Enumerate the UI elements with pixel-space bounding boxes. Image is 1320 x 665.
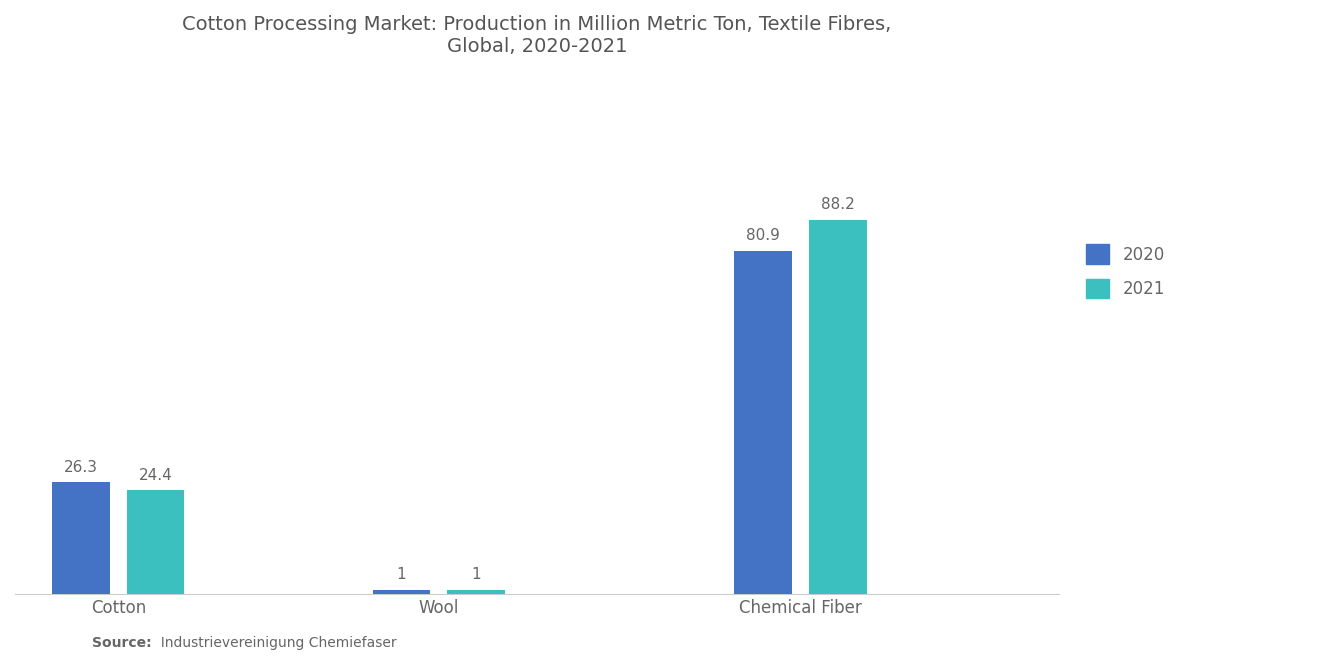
Bar — [447, 590, 504, 594]
Bar — [809, 220, 866, 594]
Legend: 2020, 2021: 2020, 2021 — [1077, 236, 1173, 306]
Text: 88.2: 88.2 — [821, 198, 854, 213]
Text: 80.9: 80.9 — [746, 228, 780, 243]
Bar — [127, 491, 185, 594]
Bar — [734, 251, 792, 594]
Text: Industrievereinigung Chemiefaser: Industrievereinigung Chemiefaser — [152, 636, 396, 650]
Bar — [53, 482, 110, 594]
Text: 1: 1 — [471, 567, 480, 582]
Bar — [372, 590, 430, 594]
Text: 26.3: 26.3 — [65, 460, 98, 475]
Title: Cotton Processing Market: Production in Million Metric Ton, Textile Fibres,
Glob: Cotton Processing Market: Production in … — [182, 15, 891, 56]
Text: 1: 1 — [397, 567, 407, 582]
Text: Source:: Source: — [92, 636, 152, 650]
Text: 24.4: 24.4 — [139, 468, 173, 483]
